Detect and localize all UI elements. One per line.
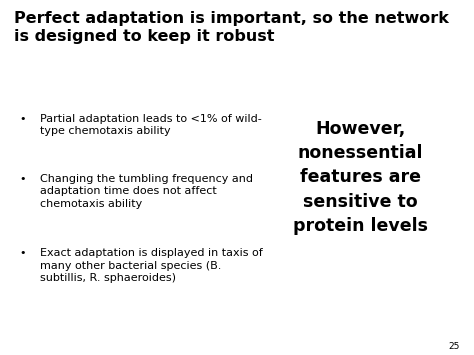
Text: •: • [19, 248, 26, 258]
Text: Changing the tumbling frequency and
adaptation time does not affect
chemotaxis a: Changing the tumbling frequency and adap… [40, 174, 253, 209]
Text: However,
nonessential
features are
sensitive to
protein levels: However, nonessential features are sensi… [293, 120, 428, 235]
Text: •: • [19, 174, 26, 184]
Text: Partial adaptation leads to <1% of wild-
type chemotaxis ability: Partial adaptation leads to <1% of wild-… [40, 114, 262, 136]
Text: 25: 25 [448, 343, 460, 351]
Text: Exact adaptation is displayed in taxis of
many other bacterial species (B.
subti: Exact adaptation is displayed in taxis o… [40, 248, 263, 283]
Text: •: • [19, 114, 26, 124]
Text: Perfect adaptation is important, so the network
is designed to keep it robust: Perfect adaptation is important, so the … [14, 11, 449, 44]
